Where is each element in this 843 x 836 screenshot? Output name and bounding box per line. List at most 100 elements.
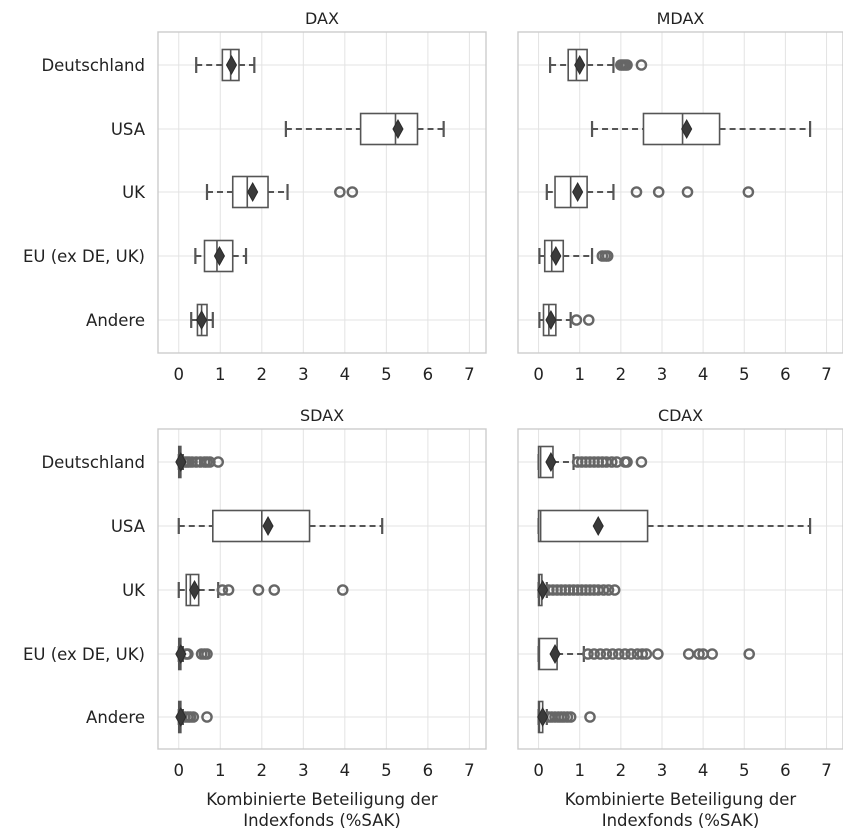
outlier-point	[597, 584, 610, 596]
outlier-point	[706, 648, 718, 660]
outlier-point	[346, 186, 359, 198]
outlier-point	[594, 648, 607, 660]
x-tick-label: 4	[698, 761, 709, 780]
mean-marker	[213, 245, 226, 267]
box-eu-ex-de-uk	[175, 637, 213, 671]
y-tick-label-deutschland: Deutschland	[41, 453, 145, 472]
x-axis-label: Kombinierte Beteiligung der Indexfonds (%…	[206, 790, 438, 830]
outlier-point	[621, 59, 633, 71]
x-tick-label: 5	[381, 761, 392, 780]
y-tick-label-usa: USA	[111, 517, 146, 536]
x-tick-label: 1	[215, 761, 226, 780]
outlier-point	[605, 456, 618, 468]
x-tick-label: 3	[298, 761, 309, 780]
y-tick-label-andere: Andere	[86, 708, 145, 727]
mean-marker	[549, 643, 561, 665]
mean-marker	[550, 245, 562, 267]
plot-frame	[157, 428, 487, 750]
mean-marker	[537, 579, 549, 601]
x-tick-label: 3	[657, 761, 668, 780]
plot-frame	[517, 31, 843, 354]
outlier-point	[334, 186, 346, 198]
box-deutschland	[175, 445, 225, 479]
mean-marker	[188, 579, 201, 601]
box-deutschland	[548, 48, 648, 82]
outlier-point	[216, 584, 229, 596]
x-tick-label: 3	[657, 365, 668, 384]
x-tick-label: 6	[423, 365, 434, 384]
box-andere	[190, 303, 214, 337]
outlier-point	[742, 186, 755, 198]
outlier-point	[619, 648, 631, 660]
x-tick-label: 4	[340, 761, 351, 780]
box-uk	[177, 573, 349, 607]
plot-frame	[517, 428, 843, 750]
outlier-point	[693, 648, 705, 660]
x-axis-label-line: Indexfonds (%SAK)	[243, 811, 401, 830]
panel-title: MDAX	[657, 9, 705, 28]
mean-marker	[175, 706, 187, 728]
x-tick-label: 4	[340, 365, 351, 384]
panel-mdax: MDAX 0 1 2 3 4 5 6 7	[517, 9, 843, 384]
y-tick-label-eu-ex-de-uk: EU (ex DE, UK)	[23, 645, 145, 664]
outlier-point	[635, 456, 648, 468]
box-andere	[538, 303, 595, 337]
panel-sdax: SDAX 0 1 2 3 4 5 6 7 Deutschland USA UK EU (ex DE, U…	[23, 406, 487, 830]
y-tick-label-uk: UK	[122, 581, 146, 600]
outlier-point	[640, 648, 653, 660]
mean-marker	[225, 54, 238, 76]
outlier-point	[582, 648, 594, 660]
x-tick-label: 1	[215, 365, 226, 384]
panel-title: CDAX	[658, 406, 703, 425]
box-eu-ex-de-uk	[537, 637, 756, 671]
outlier-point	[588, 648, 600, 660]
box-uk	[545, 175, 755, 209]
x-tick-label: 7	[821, 365, 832, 384]
outlier-point	[187, 711, 200, 723]
mean-marker	[262, 515, 274, 537]
panel-title: SDAX	[300, 406, 344, 425]
mean-marker	[247, 181, 259, 203]
y-tick-label-deutschland: Deutschland	[41, 56, 145, 75]
x-tick-label: 0	[533, 761, 544, 780]
outlier-point	[681, 186, 694, 198]
panel-title: DAX	[305, 9, 339, 28]
box-usa	[590, 112, 812, 146]
outlier-point	[601, 250, 614, 262]
box-deutschland	[537, 445, 648, 479]
outlier-point	[600, 648, 613, 660]
iqr-box	[359, 112, 419, 146]
mean-marker	[537, 706, 549, 728]
x-tick-label: 7	[464, 365, 475, 384]
box-deutschland	[195, 48, 256, 82]
outlier-point	[606, 648, 619, 660]
outlier-point	[570, 314, 583, 326]
box-usa	[284, 112, 445, 146]
y-tick-label-eu-ex-de-uk: EU (ex DE, UK)	[23, 247, 145, 266]
box-usa	[537, 509, 812, 543]
y-tick-label-usa: USA	[111, 120, 146, 139]
mean-marker	[545, 451, 557, 473]
outlier-point	[602, 584, 615, 596]
panel-dax: DAX 0 1 2 3 4 5 6 7 Deutschland USA UK EU (ex DE, UK…	[23, 9, 487, 384]
outlier-point	[608, 584, 621, 596]
outlier-point	[582, 314, 595, 326]
box-eu-ex-de-uk	[194, 239, 248, 273]
x-tick-label: 5	[739, 365, 750, 384]
x-tick-label: 3	[298, 365, 309, 384]
box-andere	[175, 700, 213, 734]
mean-marker	[175, 643, 187, 665]
mean-marker	[175, 451, 187, 473]
outlier-point	[222, 584, 235, 596]
outlier-point	[201, 648, 213, 660]
outlier-point	[252, 584, 265, 596]
box-andere	[537, 700, 596, 734]
x-axis-label-line: Kombinierte Beteiligung der	[206, 790, 438, 809]
x-axis-label: Kombinierte Beteiligung der Indexfonds (%…	[565, 790, 797, 830]
x-axis-label-line: Indexfonds (%SAK)	[602, 811, 760, 830]
outlier-point	[625, 648, 637, 660]
x-tick-label: 7	[821, 761, 832, 780]
x-tick-label: 6	[780, 761, 791, 780]
box-eu-ex-de-uk	[538, 239, 614, 273]
x-tick-label: 6	[780, 365, 791, 384]
